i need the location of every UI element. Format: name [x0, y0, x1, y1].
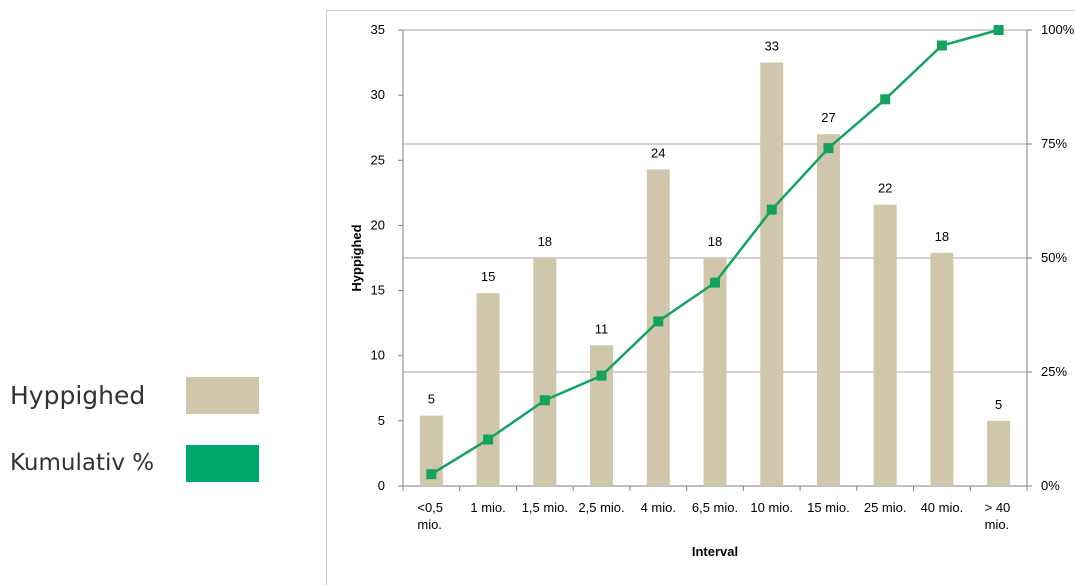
- bar: [419, 415, 443, 486]
- cumulative-marker: [426, 469, 437, 480]
- legend: Hyppighed Kumulativ %: [10, 376, 259, 512]
- y2-tick-label: 0%: [1041, 478, 1060, 493]
- y-tick-label: 10: [371, 348, 385, 363]
- y-tick-label: 20: [371, 217, 385, 232]
- cumulative-marker: [936, 40, 947, 51]
- bar-data-label: 18: [708, 234, 722, 249]
- cumulative-marker: [596, 370, 607, 381]
- x-tick-label: 1,5 mio.: [522, 500, 568, 515]
- bar: [816, 134, 840, 486]
- bar-data-label: 5: [995, 397, 1002, 412]
- bar: [533, 258, 557, 486]
- cumulative-marker: [710, 277, 720, 288]
- chart-frame: [326, 10, 1075, 585]
- bar-data-label: 18: [538, 234, 552, 249]
- bar: [760, 62, 784, 486]
- cumulative-marker: [483, 434, 494, 445]
- x-axis-title: Interval: [692, 544, 738, 559]
- x-tick-label: > 40: [985, 500, 1011, 515]
- x-tick-label: 40 mio.: [921, 500, 964, 515]
- y-tick-label: 5: [378, 413, 385, 428]
- bar-data-label: 22: [878, 181, 892, 196]
- legend-label-hyppighed: Hyppighed: [10, 380, 146, 410]
- x-tick-label: 25 mio.: [864, 500, 907, 515]
- bar: [987, 420, 1011, 486]
- y2-tick-label: 50%: [1041, 250, 1067, 265]
- y2-tick-label: 100%: [1041, 22, 1075, 37]
- bar: [646, 169, 670, 487]
- bar: [590, 345, 614, 486]
- x-tick-label: 15 mio.: [807, 500, 850, 515]
- bar-data-label: 5: [428, 392, 435, 407]
- bar-data-label: 15: [481, 269, 495, 284]
- cumulative-marker: [880, 94, 891, 105]
- bar: [703, 258, 727, 486]
- legend-swatch-kumulativ: [186, 444, 259, 482]
- x-tick-label: 10 mio.: [750, 500, 793, 515]
- legend-label-kumulativ: Kumulativ %: [10, 450, 155, 476]
- bar-data-label: 11: [595, 321, 609, 336]
- y-tick-label: 15: [371, 283, 385, 298]
- legend-item-kumulativ: Kumulativ %: [10, 444, 259, 482]
- y2-tick-label: 75%: [1041, 136, 1067, 151]
- legend-item-hyppighed: Hyppighed: [10, 376, 259, 414]
- bar: [873, 204, 897, 486]
- x-tick-label: 6,5 mio.: [692, 500, 738, 515]
- bar-data-label: 33: [764, 39, 778, 54]
- y-tick-label: 35: [371, 22, 385, 37]
- x-tick-label: 1 mio.: [470, 500, 505, 515]
- bar-data-label: 24: [651, 145, 665, 160]
- x-tick-label: mio.: [985, 517, 1010, 532]
- bar-data-label: 27: [821, 110, 835, 125]
- cumulative-marker: [539, 395, 550, 406]
- bar: [930, 252, 954, 486]
- y-axis-title: Hyppighed: [349, 224, 364, 291]
- cumulative-marker: [766, 204, 777, 215]
- x-tick-label: <0,5: [417, 500, 443, 515]
- cumulative-marker: [823, 143, 834, 154]
- y2-tick-label: 25%: [1041, 364, 1067, 379]
- bar-data-label: 18: [935, 229, 949, 244]
- y-tick-label: 25: [371, 152, 385, 167]
- x-tick-label: 4 mio.: [641, 500, 676, 515]
- bar: [476, 293, 500, 486]
- x-tick-label: mio.: [417, 517, 442, 532]
- cumulative-marker: [993, 25, 1004, 35]
- y-tick-label: 30: [371, 87, 385, 102]
- x-tick-label: 2,5 mio.: [578, 500, 624, 515]
- legend-swatch-hyppighed: [186, 376, 259, 414]
- cumulative-marker: [653, 316, 664, 327]
- y-tick-label: 0: [378, 478, 385, 493]
